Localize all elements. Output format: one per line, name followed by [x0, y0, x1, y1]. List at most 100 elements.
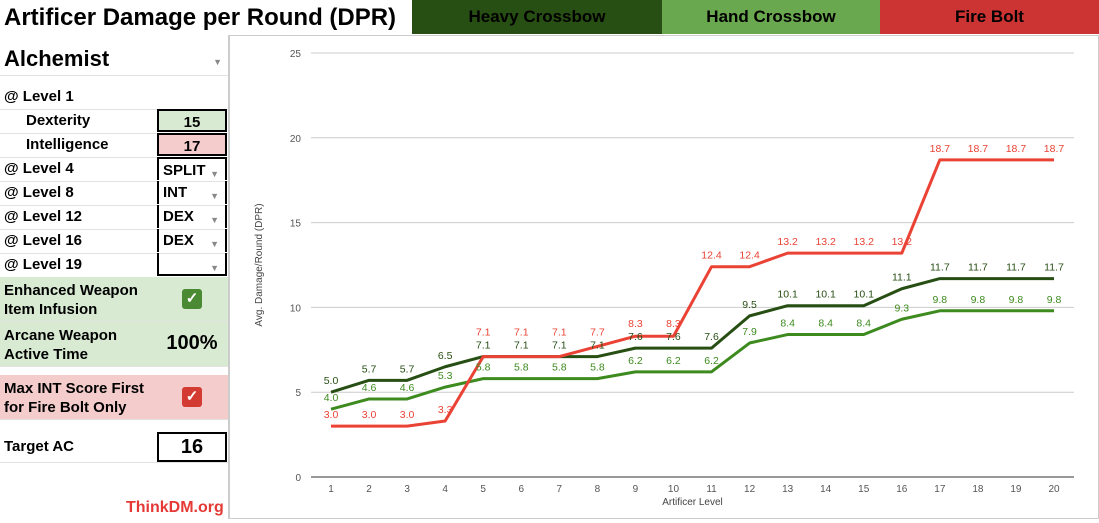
data-label: 11.7 — [1006, 262, 1026, 274]
subclass-select[interactable]: Alchemist ▼ — [0, 43, 228, 76]
asi-level-label: @ Level 8 — [4, 184, 74, 201]
x-tick-label: 19 — [1010, 484, 1022, 495]
chevron-down-icon: ▼ — [210, 263, 219, 273]
data-label: 5.3 — [438, 370, 453, 382]
arcane-label-line2: Active Time — [4, 346, 88, 363]
dpr-chart: 0 5 10 15 20 25 1 2 3 4 5 6 7 8 9 10 11 12 13 14 15 16 17 18 19 2… — [229, 35, 1099, 519]
maxint-label-line1: Max INT Score First — [4, 380, 145, 397]
series-line-fire-bolt — [331, 158, 1054, 428]
data-label: 3.0 — [362, 409, 377, 421]
int-label: Intelligence — [26, 136, 109, 153]
chevron-down-icon: ▼ — [213, 57, 222, 67]
data-label: 5.8 — [552, 362, 567, 374]
data-label: 5.8 — [476, 362, 491, 374]
credit-link[interactable]: ThinkDM.org — [126, 499, 224, 516]
data-label: 5.7 — [400, 363, 415, 375]
asi-level-label: @ Level 16 — [4, 232, 83, 249]
asi-select[interactable]: ▼ — [157, 253, 227, 276]
data-label: 13.2 — [815, 236, 836, 248]
data-label: 7.1 — [590, 340, 605, 352]
asi-row: @ Level 19 ▼ — [0, 253, 228, 278]
series-line-heavy-crossbow — [330, 277, 1054, 394]
legend-heavy-crossbow: Heavy Crossbow — [412, 0, 662, 34]
x-tick-label: 16 — [896, 484, 908, 495]
data-label: 18.7 — [968, 143, 989, 155]
x-tick-label: 6 — [518, 484, 524, 495]
data-label: 7.1 — [476, 340, 491, 352]
dex-input[interactable]: 15 — [157, 109, 227, 132]
data-label: 8.3 — [666, 318, 681, 330]
maxint-checkbox[interactable]: ✓ — [157, 385, 227, 408]
data-label: 7.1 — [552, 327, 567, 339]
x-axis-label: Artificer Level — [662, 497, 723, 508]
data-label: 4.6 — [362, 382, 377, 394]
ac-input[interactable]: 16 — [157, 432, 227, 462]
data-label: 7.1 — [476, 327, 491, 339]
arcane-label: Arcane Weapon Active Time — [4, 326, 117, 364]
data-label: 3.0 — [324, 409, 339, 421]
x-tick-label: 13 — [782, 484, 794, 495]
int-input[interactable]: 17 — [157, 133, 227, 156]
ac-label: Target AC — [4, 438, 75, 455]
data-label: 9.8 — [971, 294, 986, 306]
check-icon: ✓ — [182, 387, 202, 407]
data-label: 4.0 — [324, 392, 339, 404]
asi-value: SPLIT — [163, 162, 206, 179]
x-tick-label: 4 — [442, 484, 448, 495]
legend-hand-crossbow: Hand Crossbow — [662, 0, 880, 34]
x-tick-label: 17 — [934, 484, 946, 495]
data-label: 18.7 — [1044, 143, 1065, 155]
chevron-down-icon: ▼ — [210, 191, 219, 201]
asi-level-label: @ Level 12 — [4, 208, 83, 225]
asi-select[interactable]: INT ▼ — [157, 181, 227, 204]
asi-level-label: @ Level 19 — [4, 256, 83, 273]
enhanced-label-line2: Item Infusion — [4, 301, 98, 318]
check-icon: ✓ — [182, 289, 202, 309]
asi-value: DEX — [163, 232, 194, 249]
data-label: 9.8 — [1009, 294, 1024, 306]
settings-panel: Alchemist ▼ @ Level 1 Dexterity 15 Intel… — [0, 35, 229, 519]
data-label: 4.6 — [400, 382, 415, 394]
x-tick-label: 10 — [668, 484, 680, 495]
data-label: 12.4 — [701, 250, 722, 262]
y-tick-label: 5 — [295, 388, 301, 399]
data-label: 7.6 — [704, 331, 719, 343]
series-line-hand-crossbow — [330, 309, 1054, 411]
asi-select[interactable]: DEX ▼ — [157, 205, 227, 228]
asi-row: @ Level 8 INT ▼ — [0, 181, 228, 206]
data-label: 11.1 — [892, 272, 912, 284]
data-label: 7.7 — [590, 327, 605, 339]
data-label: 7.1 — [514, 327, 529, 339]
enhanced-checkbox[interactable]: ✓ — [157, 287, 227, 310]
data-label: 7.6 — [666, 331, 681, 343]
dex-label: Dexterity — [26, 112, 91, 129]
data-label: 18.7 — [1006, 143, 1027, 155]
asi-select[interactable]: DEX ▼ — [157, 229, 227, 252]
data-label: 6.5 — [438, 350, 453, 362]
x-tick-label: 3 — [404, 484, 410, 495]
data-label: 13.2 — [854, 236, 875, 248]
x-tick-label: 15 — [858, 484, 870, 495]
data-label: 11.7 — [968, 262, 988, 274]
data-label: 9.8 — [933, 294, 948, 306]
x-tick-label: 18 — [972, 484, 984, 495]
data-label: 9.8 — [1047, 294, 1062, 306]
asi-row: @ Level 4 SPLIT ▼ — [0, 157, 228, 182]
chevron-down-icon: ▼ — [210, 169, 219, 179]
enhanced-label: Enhanced Weapon Item Infusion — [4, 281, 138, 319]
data-label: 5.7 — [362, 363, 377, 375]
maxint-label-line2: for Fire Bolt Only — [4, 399, 127, 416]
x-tick-label: 12 — [744, 484, 756, 495]
asi-value: INT — [163, 184, 188, 201]
data-label: 5.8 — [590, 362, 605, 374]
data-label: 8.4 — [780, 318, 795, 330]
chevron-down-icon: ▼ — [210, 215, 219, 225]
arcane-label-line1: Arcane Weapon — [4, 327, 118, 344]
data-label: 13.2 — [892, 236, 913, 248]
arcane-value[interactable]: 100% — [166, 332, 218, 354]
asi-level-label: @ Level 4 — [4, 160, 74, 177]
x-tick-label: 9 — [633, 484, 639, 495]
asi-select[interactable]: SPLIT ▼ — [157, 157, 227, 180]
data-label: 8.4 — [818, 318, 833, 330]
